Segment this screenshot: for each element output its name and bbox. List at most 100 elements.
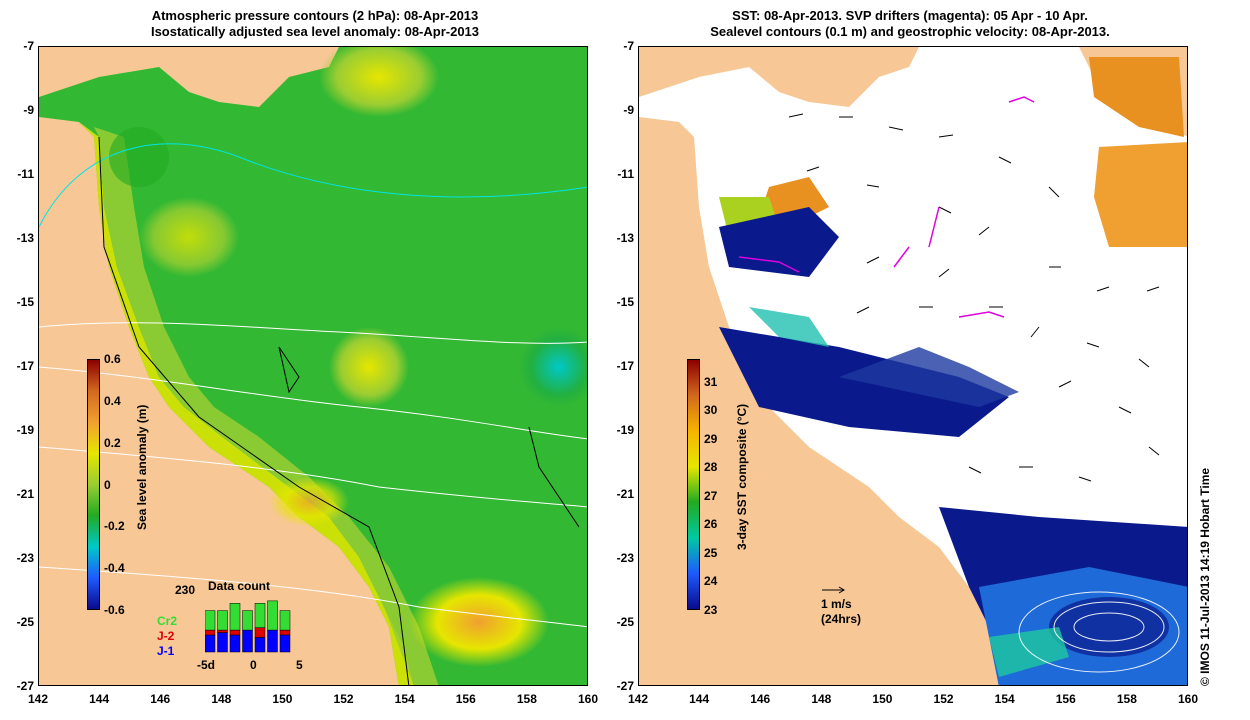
- colorbar-tick-label: 26: [704, 517, 718, 532]
- x-tick-label: 158: [1116, 692, 1137, 706]
- x-tick-label: 148: [211, 692, 232, 706]
- y-tick-label: -23: [16, 551, 34, 565]
- y-tick-label: -13: [16, 231, 34, 245]
- left-title-line2: Isostatically adjusted sea level anomaly…: [150, 24, 480, 39]
- colorbar-tick-label: -0.2: [104, 519, 125, 534]
- y-tick-label: -21: [616, 487, 634, 501]
- x-tick-label: 150: [272, 692, 293, 706]
- y-tick-label: -21: [16, 487, 34, 501]
- right-panel-title: SST: 08-Apr-2013. SVP drifters (magenta)…: [630, 8, 1190, 40]
- sea-level-colorbar-label: Sea level anomaly (m): [135, 404, 149, 530]
- colorbar-tick-label: 29: [704, 431, 718, 446]
- x-tick-label: 160: [577, 692, 599, 706]
- data-count-bar-cr2: [229, 603, 241, 631]
- y-tick-label: -27: [16, 679, 34, 693]
- colorbar-tick-label: 0.6: [104, 352, 121, 366]
- x-tick-label: 144: [689, 692, 710, 706]
- y-tick-label: -11: [617, 167, 634, 181]
- x-tick-label: 154: [994, 692, 1015, 706]
- data-count-max-label: 230: [175, 583, 196, 597]
- data-count-bar-j1: [279, 634, 291, 653]
- y-tick-label: -11: [17, 167, 34, 181]
- y-tick-label: -13: [616, 231, 634, 245]
- colorbar-tick-label: 25: [704, 545, 718, 560]
- x-tick-label: 146: [750, 692, 771, 706]
- data-count-bar-j1: [267, 629, 278, 653]
- colorbar-tick-label: 0.2: [104, 435, 121, 450]
- y-tick-label: -17: [616, 359, 634, 373]
- data-count-x-tick: -5d: [197, 658, 215, 672]
- y-tick-label: -19: [616, 423, 634, 437]
- colorbar-tick-label: 27: [704, 488, 718, 503]
- colorbar-tick-label: 24: [704, 574, 718, 589]
- sst-colorbar-label: 3-day SST composite (°C): [735, 403, 749, 550]
- x-tick-label: 144: [89, 692, 110, 706]
- y-tick-label: -15: [16, 295, 34, 309]
- data-count-bar-j1: [205, 634, 216, 653]
- data-count-bar-cr2: [267, 600, 278, 631]
- data-count-legend-item: J-2: [157, 629, 175, 643]
- colorbar-tick-label: -0.6: [104, 603, 125, 617]
- colorbar-tick-label: 28: [704, 460, 718, 475]
- y-tick-label: -9: [23, 103, 34, 117]
- y-tick-label: -7: [623, 39, 634, 53]
- colorbar-tick-label: 31: [704, 374, 718, 389]
- x-tick-label: 154: [394, 692, 415, 706]
- x-tick-label: 156: [1055, 692, 1076, 706]
- scale-arrow-icon: [822, 586, 845, 594]
- y-tick-label: -17: [16, 359, 34, 373]
- data-count-legend-item: Cr2: [157, 614, 178, 628]
- y-tick-label: -9: [623, 103, 634, 117]
- y-tick-label: -25: [16, 615, 34, 629]
- data-count-bar-j2: [229, 629, 241, 636]
- y-tick-label: -7: [23, 39, 34, 53]
- x-tick-label: 148: [811, 692, 832, 706]
- x-tick-label: 160: [1177, 692, 1199, 706]
- y-tick-label: -19: [16, 423, 34, 437]
- x-tick-label: 146: [150, 692, 171, 706]
- colorbar-tick-label: 30: [704, 403, 718, 418]
- x-tick-label: 152: [333, 692, 354, 706]
- y-tick-label: -15: [616, 295, 634, 309]
- data-count-bar-j1: [229, 634, 241, 653]
- colorbar-tick-label: -0.4: [104, 561, 125, 576]
- data-count-bar-cr2: [279, 610, 291, 631]
- y-tick-label: -27: [616, 679, 634, 693]
- data-count-bar-j2: [254, 627, 266, 638]
- left-panel-title: Atmospheric pressure contours (2 hPa): 0…: [30, 8, 600, 40]
- colorbar-tick-label: 0: [104, 477, 111, 492]
- data-count-bar-cr2: [254, 603, 266, 628]
- data-count-bar-j2: [205, 629, 216, 636]
- colorbar-tick-label: 23: [704, 603, 718, 617]
- data-count-bar-j1: [217, 632, 228, 653]
- x-tick-label: 158: [516, 692, 537, 706]
- left-title-line1: Atmospheric pressure contours (2 hPa): 0…: [151, 8, 479, 23]
- colorbar-tick-label: 0.4: [104, 393, 121, 408]
- x-tick-label: 142: [27, 692, 49, 706]
- x-tick-label: 150: [872, 692, 893, 706]
- y-tick-label: -23: [616, 551, 634, 565]
- data-count-bar-j2: [217, 629, 228, 633]
- imos-credit: © IMOS 11-Jul-2013 14:19 Hobart Time: [1198, 467, 1212, 686]
- data-count-chart: [205, 600, 291, 653]
- data-count-bar-cr2: [205, 610, 216, 631]
- data-count-legend-item: J-1: [157, 644, 175, 658]
- sst-map[interactable]: 1 m/s (24hrs): [638, 46, 1188, 686]
- y-tick-label: -25: [616, 615, 634, 629]
- scale-arrow-label: 1 m/s: [821, 597, 852, 611]
- x-tick-label: 152: [933, 692, 954, 706]
- data-count-title: Data count: [208, 579, 271, 593]
- x-tick-label: 156: [455, 692, 476, 706]
- scale-arrow-sublabel: (24hrs): [821, 612, 862, 626]
- x-tick-label: 142: [627, 692, 649, 706]
- sst-colorbar: [687, 359, 700, 610]
- right-title-line1: SST: 08-Apr-2013. SVP drifters (magenta)…: [732, 8, 1088, 23]
- data-count-bar-cr2: [242, 610, 253, 631]
- data-count-bar-j1: [254, 637, 266, 653]
- sea-level-anomaly-map[interactable]: [38, 46, 588, 686]
- data-count-bar-j1: [242, 629, 253, 653]
- data-count-bar-cr2: [217, 610, 228, 631]
- right-title-line2: Sealevel contours (0.1 m) and geostrophi…: [710, 24, 1110, 39]
- data-count-x-tick: 0: [250, 658, 257, 672]
- data-count-x-tick: 5: [296, 658, 303, 672]
